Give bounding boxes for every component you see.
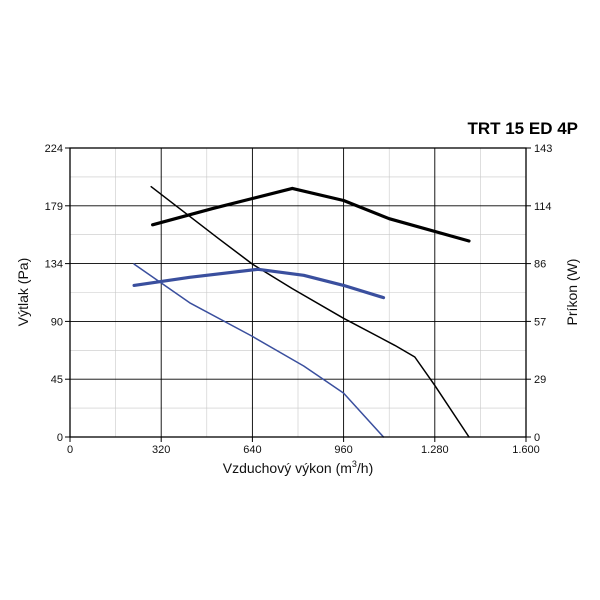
black-power-curve: [151, 186, 471, 243]
x-axis-title: Vzduchový výkon (m3/h): [223, 459, 374, 476]
y-axis-right-title: Príkon (W): [564, 259, 580, 326]
y-axis-left-title: Výtlak (Pa): [15, 258, 31, 326]
x-tick-label: 1.600: [512, 444, 540, 456]
y-left-tick-label: 90: [51, 316, 63, 328]
x-axis-title-main: Vzduchový výkon (m: [223, 460, 352, 476]
y-right-tick-label: 143: [534, 143, 552, 155]
x-axis-title-end: /h): [357, 460, 373, 476]
y-left-tick-label: 0: [57, 432, 63, 444]
y-left-tick-label: 134: [45, 259, 63, 271]
chart-title: TRT 15 ED 4P: [467, 119, 578, 138]
y-left-tick-label: 45: [51, 374, 63, 386]
blue-pressure-curve: [133, 263, 385, 438]
blue-power-curve: [132, 267, 386, 300]
y-left-tick-label: 224: [45, 143, 63, 155]
y-right-tick-label: 57: [534, 316, 546, 328]
y-left-tick-label: 179: [45, 201, 63, 213]
x-tick-label: 320: [152, 444, 170, 456]
x-tick-label: 960: [334, 444, 352, 456]
y-right-tick-label: 0: [534, 432, 540, 444]
plot-frame: [69, 147, 527, 438]
x-axis-title-sup: 3: [352, 459, 357, 469]
x-tick-label: 1.280: [421, 444, 449, 456]
y-right-tick-label: 86: [534, 259, 546, 271]
y-right-tick-label: 114: [534, 201, 552, 213]
x-tick-label: 640: [243, 444, 261, 456]
x-tick-label: 0: [67, 444, 73, 456]
y-right-tick-label: 29: [534, 374, 546, 386]
black-pressure-curve: [150, 185, 470, 438]
